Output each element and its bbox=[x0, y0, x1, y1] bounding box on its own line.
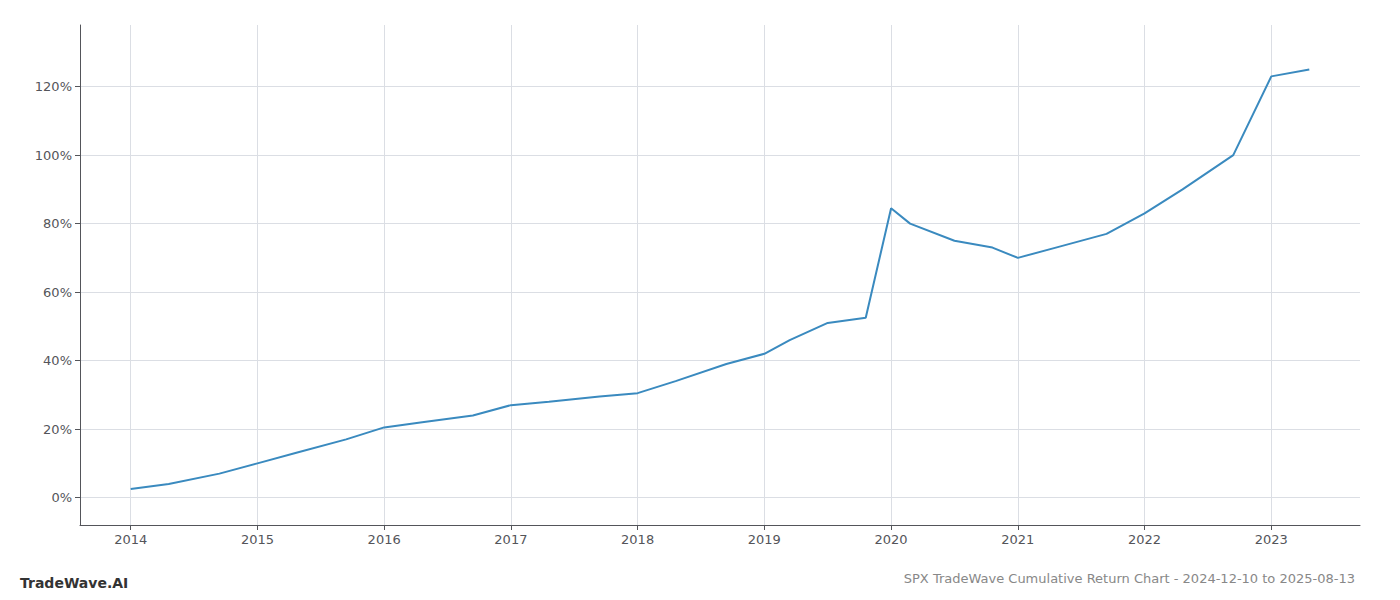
svg-text:40%: 40% bbox=[43, 353, 72, 368]
svg-text:2017: 2017 bbox=[494, 532, 527, 547]
svg-text:2021: 2021 bbox=[1001, 532, 1034, 547]
svg-text:20%: 20% bbox=[43, 422, 72, 437]
svg-text:2020: 2020 bbox=[875, 532, 908, 547]
svg-text:0%: 0% bbox=[51, 490, 72, 505]
svg-text:2022: 2022 bbox=[1128, 532, 1161, 547]
svg-text:2015: 2015 bbox=[241, 532, 274, 547]
svg-text:80%: 80% bbox=[43, 216, 72, 231]
svg-text:2016: 2016 bbox=[368, 532, 401, 547]
svg-text:120%: 120% bbox=[35, 79, 72, 94]
svg-text:SPX TradeWave Cumulative Retur: SPX TradeWave Cumulative Return Chart - … bbox=[904, 571, 1355, 586]
svg-text:100%: 100% bbox=[35, 148, 72, 163]
svg-text:2023: 2023 bbox=[1255, 532, 1288, 547]
svg-text:2019: 2019 bbox=[748, 532, 781, 547]
svg-text:TradeWave.AI: TradeWave.AI bbox=[20, 575, 128, 591]
svg-text:60%: 60% bbox=[43, 285, 72, 300]
svg-text:2014: 2014 bbox=[114, 532, 147, 547]
svg-text:2018: 2018 bbox=[621, 532, 654, 547]
